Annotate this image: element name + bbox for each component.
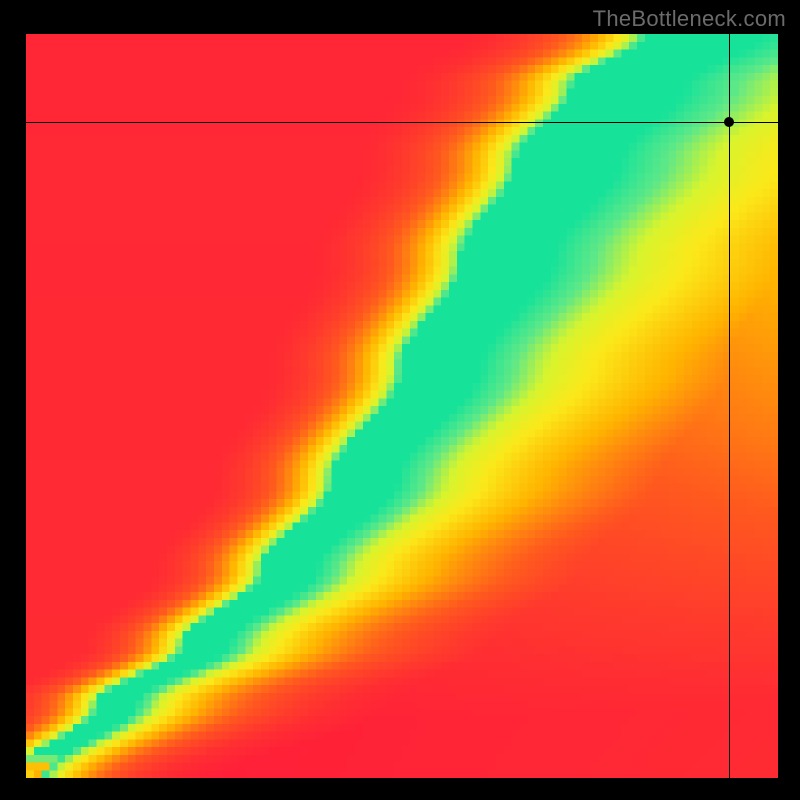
watermark-text: TheBottleneck.com — [593, 6, 786, 32]
crosshair-marker — [724, 117, 734, 127]
crosshair-vertical — [729, 34, 730, 778]
crosshair-horizontal — [26, 122, 778, 123]
chart-container: TheBottleneck.com — [0, 0, 800, 800]
heatmap-canvas — [26, 34, 778, 778]
